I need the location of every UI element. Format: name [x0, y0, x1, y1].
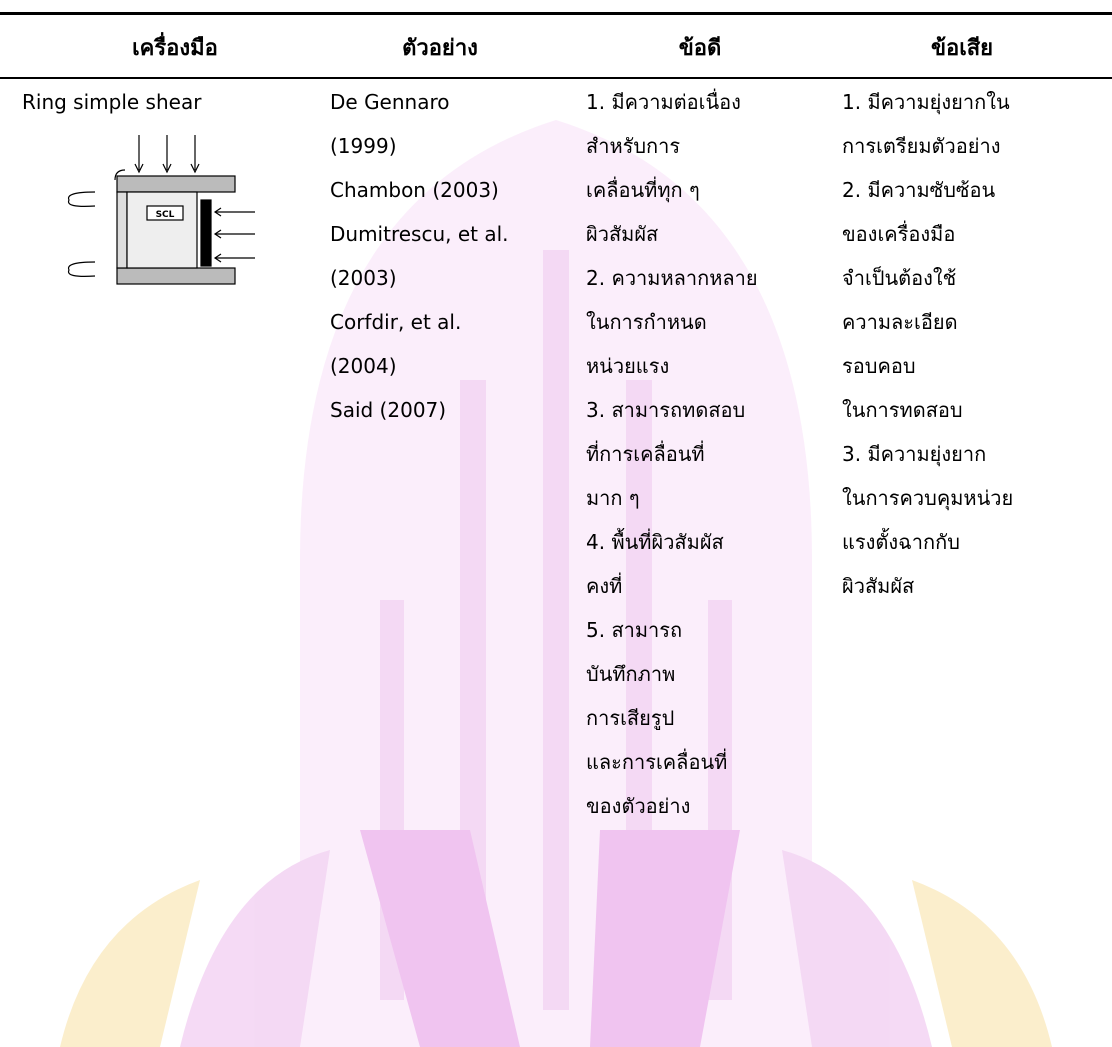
cell-line: สำหรับการ	[586, 134, 681, 158]
cell-line: (2004)	[330, 354, 397, 378]
cell-line: De Gennaro	[330, 90, 450, 114]
cell-line: 2. ความหลากหลาย	[586, 266, 758, 290]
column-header: ตัวอย่าง	[402, 36, 478, 61]
cell-line: ความละเอียด	[842, 310, 958, 334]
cell-line: 3. สามารถทดสอบ	[586, 398, 746, 422]
column-header: ข้อดี	[678, 36, 722, 61]
column-header: ข้อเสีย	[930, 36, 994, 61]
top-rule	[0, 12, 1112, 15]
cell-line: 1. มีความยุ่งยากใน	[842, 90, 1010, 114]
cell-line: Said (2007)	[330, 398, 447, 422]
cell-line: ของตัวอย่าง	[586, 794, 691, 818]
cell-line: แรงตั้งฉากกับ	[842, 530, 960, 554]
cell-line: 3. มีความยุ่งยาก	[842, 442, 987, 466]
column-header: เครื่องมือ	[132, 36, 218, 61]
cell-line: (2003)	[330, 266, 397, 290]
figure-label: SCL	[156, 210, 175, 220]
cell-line: บันทึกภาพ	[586, 662, 676, 686]
cell-line: ในการควบคุมหน่วย	[842, 486, 1014, 510]
cell-line: การเสียรูป	[586, 706, 675, 730]
cell-line: มาก ๆ	[586, 486, 640, 510]
cell-line: การเตรียมตัวอย่าง	[842, 134, 1001, 158]
header-rule	[0, 77, 1112, 79]
cell-line: Chambon (2003)	[330, 178, 499, 202]
cell-line: Ring simple shear	[22, 90, 202, 114]
cell-line: คงที่	[586, 574, 623, 598]
cell-line: เคลื่อนที่ทุก ๆ	[586, 178, 700, 202]
cell-line: ในการทดสอบ	[842, 398, 963, 422]
cell-line: 2. มีความซับซ้อน	[842, 178, 996, 202]
cell-line: (1999)	[330, 134, 397, 158]
cell-line: ผิวสัมผัส	[842, 574, 915, 598]
apparatus-figure: SCL	[67, 135, 255, 285]
cell-line: และการเคลื่อนที่	[586, 750, 728, 774]
cell-line: ของเครื่องมือ	[842, 222, 956, 246]
cell-line: หน่วยแรง	[586, 354, 670, 378]
cell-line: ที่การเคลื่อนที่	[586, 442, 705, 466]
cell-line: 4. พื้นที่ผิวสัมผัส	[586, 530, 724, 554]
cell-line: Dumitrescu, et al.	[330, 222, 509, 246]
cell-line: ในการกำหนด	[586, 310, 707, 334]
cell-line: จำเป็นต้องใช้	[842, 266, 957, 290]
cell-line: รอบคอบ	[842, 354, 916, 378]
cell-line: 5. สามารถ	[586, 618, 683, 642]
cell-line: ผิวสัมผัส	[586, 222, 659, 246]
cell-line: Corfdir, et al.	[330, 310, 462, 334]
cell-line: 1. มีความต่อเนื่อง	[586, 90, 741, 114]
